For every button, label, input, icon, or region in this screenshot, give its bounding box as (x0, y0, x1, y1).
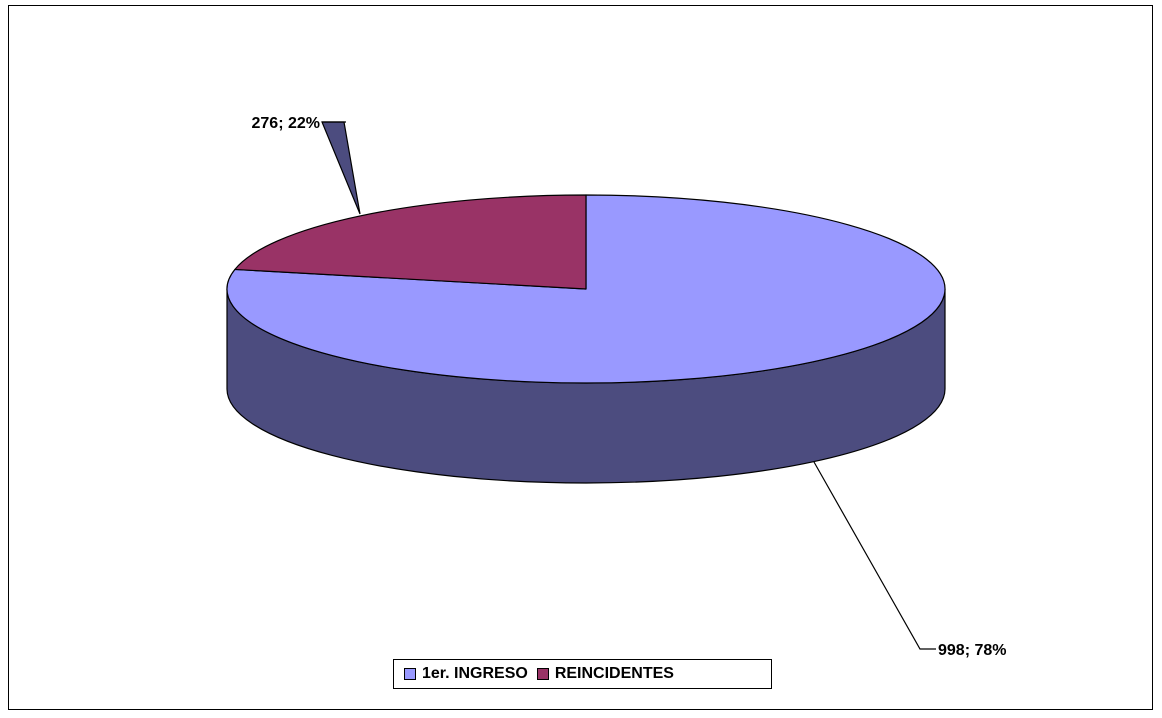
legend: 1er. INGRESO REINCIDENTES (393, 659, 772, 689)
pie-labels: 998; 78% 276; 22% (252, 115, 1007, 659)
legend-item-reincidentes: REINCIDENTES (536, 665, 674, 683)
slice-1er-ingreso (226, 194, 946, 384)
legend-swatch-reincidentes (536, 668, 549, 680)
data-label-1er-ingreso: 998; 78% (938, 642, 1007, 659)
chart-frame (8, 5, 1153, 710)
slice-side-reincidentes (321, 121, 361, 215)
leader-line-1er-ingreso (813, 461, 936, 650)
legend-swatch-1er-ingreso (404, 668, 416, 680)
pie-body (226, 121, 946, 484)
legend-label-1er-ingreso: 1er. INGRESO (422, 665, 528, 682)
data-label-reincidentes: 276; 22% (252, 115, 321, 132)
slice-reincidentes (234, 194, 587, 290)
legend-label-reincidentes: REINCIDENTES (554, 665, 674, 682)
legend-item-1er-ingreso: 1er. INGRESO (404, 665, 528, 683)
